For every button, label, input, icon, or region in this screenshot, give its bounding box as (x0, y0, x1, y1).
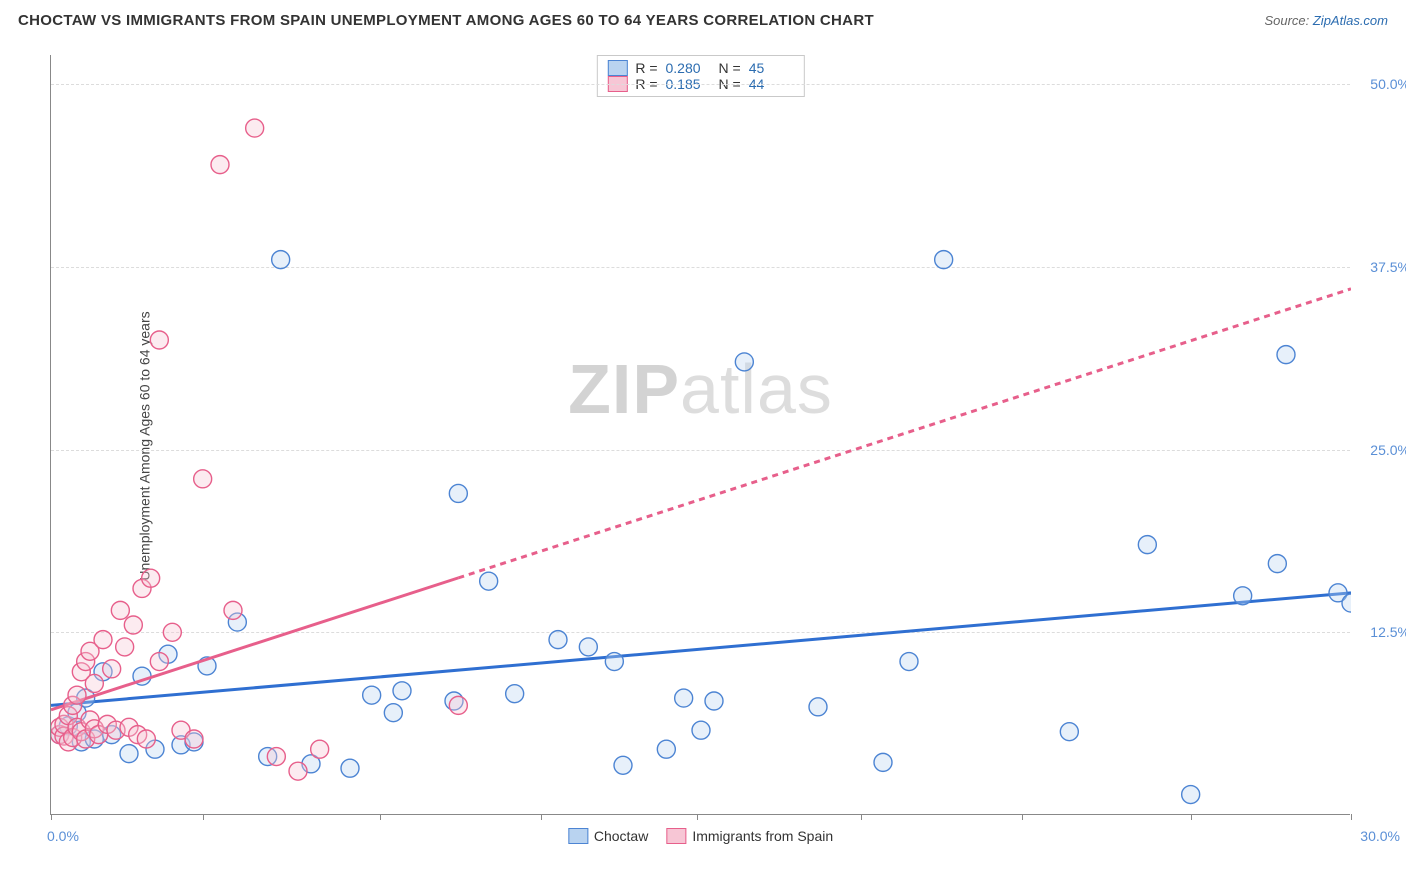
data-point (94, 631, 112, 649)
data-point (211, 156, 229, 174)
data-point (163, 623, 181, 641)
legend-label: Immigrants from Spain (692, 828, 833, 844)
data-point (224, 601, 242, 619)
data-point (809, 698, 827, 716)
data-point (393, 682, 411, 700)
data-point (194, 470, 212, 488)
series-legend: Choctaw Immigrants from Spain (568, 828, 833, 844)
data-point (267, 748, 285, 766)
data-point (120, 745, 138, 763)
data-point (449, 484, 467, 502)
data-point (185, 730, 203, 748)
y-tick-label: 37.5% (1370, 259, 1406, 275)
legend-label: Choctaw (594, 828, 648, 844)
plot-svg (51, 55, 1351, 815)
data-point (506, 685, 524, 703)
x-tick (1351, 814, 1352, 820)
data-point (272, 251, 290, 269)
data-point (150, 331, 168, 349)
data-point (549, 631, 567, 649)
trend-line (458, 289, 1351, 578)
data-point (657, 740, 675, 758)
data-point (124, 616, 142, 634)
data-point (384, 704, 402, 722)
source-link[interactable]: ZipAtlas.com (1313, 13, 1388, 28)
x-min-label: 0.0% (47, 828, 79, 844)
data-point (614, 756, 632, 774)
data-point (103, 660, 121, 678)
legend-swatch (666, 828, 686, 844)
data-point (705, 692, 723, 710)
legend-item: Immigrants from Spain (666, 828, 833, 844)
legend-swatch (568, 828, 588, 844)
data-point (1268, 555, 1286, 573)
chart-title: CHOCTAW VS IMMIGRANTS FROM SPAIN UNEMPLO… (18, 12, 874, 29)
data-point (579, 638, 597, 656)
data-point (1277, 346, 1295, 364)
data-point (341, 759, 359, 777)
data-point (692, 721, 710, 739)
data-point (1138, 536, 1156, 554)
y-tick-label: 12.5% (1370, 624, 1406, 640)
data-point (605, 653, 623, 671)
data-point (735, 353, 753, 371)
data-point (116, 638, 134, 656)
data-point (150, 653, 168, 671)
data-point (1234, 587, 1252, 605)
data-point (935, 251, 953, 269)
data-point (68, 686, 86, 704)
data-point (449, 696, 467, 714)
data-point (1182, 786, 1200, 804)
data-point (137, 730, 155, 748)
data-point (480, 572, 498, 590)
trend-line (51, 593, 1351, 706)
legend-item: Choctaw (568, 828, 648, 844)
data-point (289, 762, 307, 780)
data-point (363, 686, 381, 704)
data-point (311, 740, 329, 758)
source-prefix: Source: (1264, 13, 1312, 28)
x-max-label: 30.0% (1360, 828, 1400, 844)
data-point (85, 674, 103, 692)
data-point (246, 119, 264, 137)
data-point (1060, 723, 1078, 741)
data-point (675, 689, 693, 707)
y-tick-label: 25.0% (1370, 442, 1406, 458)
y-tick-label: 50.0% (1370, 76, 1406, 92)
data-point (142, 569, 160, 587)
data-point (111, 601, 129, 619)
source-attribution: Source: ZipAtlas.com (1264, 13, 1388, 28)
data-point (900, 653, 918, 671)
scatter-plot: ZIPatlas R = 0.280 N = 45 R = 0.185 N = … (50, 55, 1350, 815)
data-point (874, 753, 892, 771)
